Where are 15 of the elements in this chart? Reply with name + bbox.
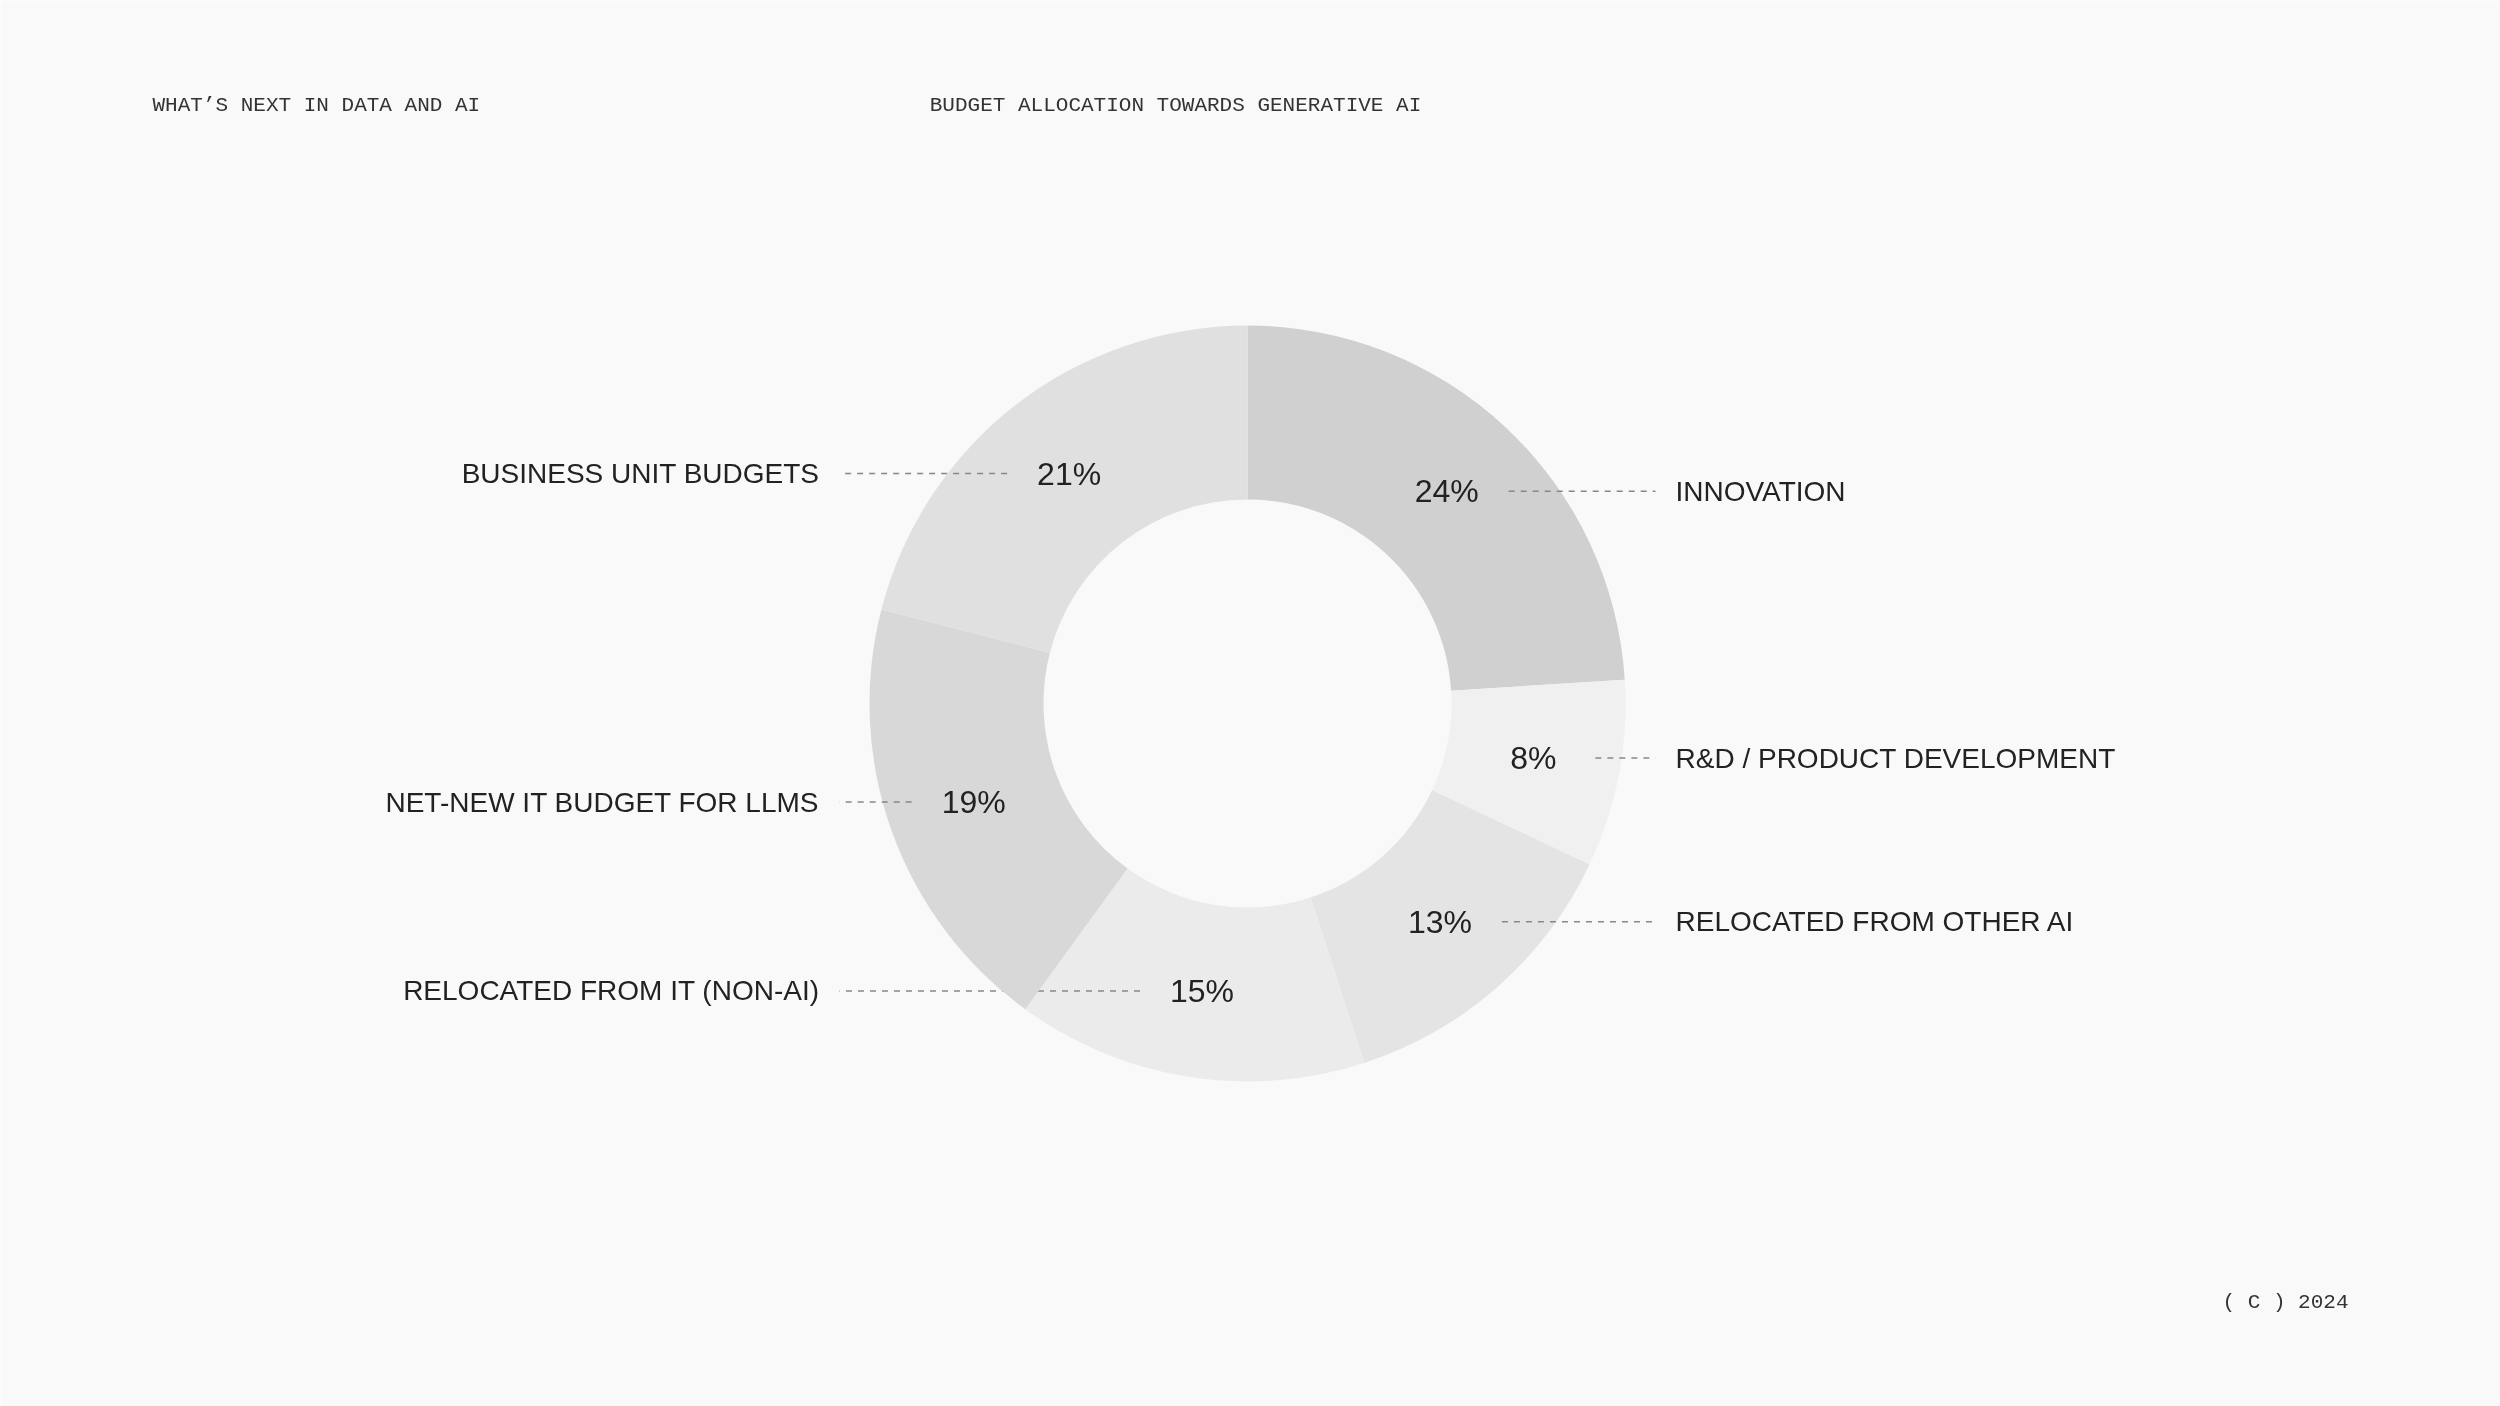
text: ( C ) 2024 [2222,1291,2349,1314]
data-label: 15% [1169,972,1234,1009]
slice-label: RELOCATED FROM IT (NON-AI) [403,975,819,1007]
slice-label: R&D / PRODUCT DEVELOPMENT [1675,742,2116,774]
data-label: 24% [1414,473,1479,510]
data-label: 21% [1037,455,1102,492]
slice-label: BUSINESS UNIT BUDGETS [461,458,819,490]
slice-label: NET-NEW IT BUDGET FOR LLMS [385,786,819,818]
slice-label: RELOCATED FROM OTHER AI [1675,906,2074,938]
chart-title: BUDGET ALLOCATION TOWARDS GENERATIVE AI [929,94,1422,117]
data-label: 19% [941,784,1006,821]
chart-subtitle: WHAT’S NEXT IN DATA AND AI [152,94,481,117]
data-label: 8% [1510,740,1557,777]
slice-label: INNOVATION [1675,475,1846,507]
data-label: 13% [1407,903,1472,940]
